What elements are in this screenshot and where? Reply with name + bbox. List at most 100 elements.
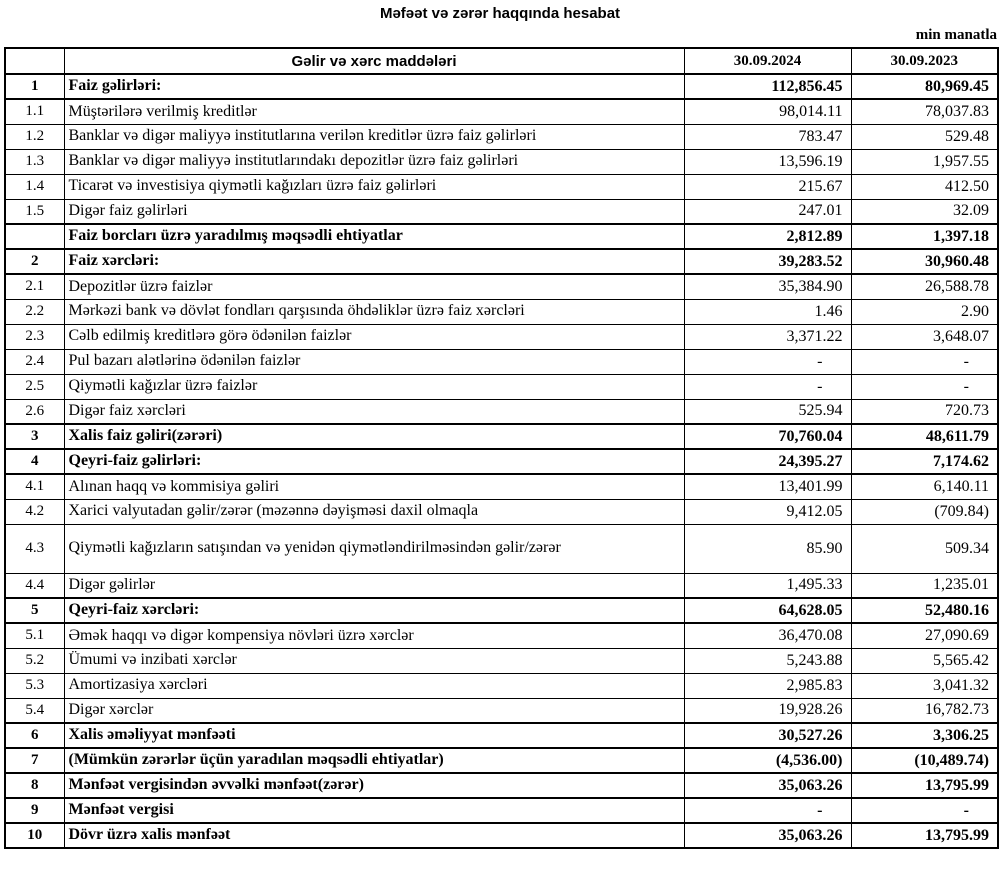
row-value-2024: 2,812.89 (683, 223, 852, 250)
row-value-2023: 30,960.48 (850, 248, 999, 275)
table-row: 2.1 Depozitlər üzrə faizlər 35,384.90 26,58… (4, 273, 999, 300)
row-number: 2.3 (4, 323, 65, 350)
row-label: Faiz xərcləri: (63, 248, 685, 275)
row-value-2023: 48,611.79 (850, 423, 999, 450)
table-row: 1.2 Banklar və digər maliyyə institutları… (4, 123, 999, 150)
row-value-2023: - (850, 348, 999, 375)
row-label: Mənfəət vergisindən əvvəlki mənfəət(zərə… (63, 772, 685, 799)
row-number: 4.2 (4, 498, 65, 525)
row-number: 1.1 (4, 98, 65, 125)
table-row: 1.1 Müştərilərə verilmiş kreditlər 98,014.… (4, 98, 999, 125)
row-value-2023: 32.09 (850, 198, 999, 225)
row-label: Faiz borcları üzrə yaradılmış məqsədli e… (63, 223, 685, 250)
table-row: 4.3 Qiymətli kağızların satışından və yen… (4, 523, 999, 574)
row-number: 5.3 (4, 672, 65, 699)
row-number: 1.4 (4, 173, 65, 200)
table-body: 1 Faiz gəlirləri: 112,856.45 80,969.45 1.1 Mü… (4, 73, 999, 849)
table-row: 6 Xalis əməliyyat mənfəəti 30,527.26 3,306.… (4, 722, 999, 749)
row-value-2024: 19,928.26 (683, 697, 852, 724)
table-row: 3 Xalis faiz gəliri(zərəri) 70,760.04 48,61… (4, 423, 999, 450)
row-label: Digər faiz gəlirləri (63, 198, 685, 225)
header-items-label: Gəlir və xərc maddələri (63, 47, 685, 75)
row-value-2024: 39,283.52 (683, 248, 852, 275)
table-row: Faiz borcları üzrə yaradılmış məqsədli e… (4, 223, 999, 250)
income-statement-table: Gəlir və xərc maddələri 30.09.2024 30.09… (4, 47, 999, 849)
row-label: Digər xərclər (63, 697, 685, 724)
row-number: 2.6 (4, 398, 65, 425)
table-row: 4.4 Digər gəlirlər 1,495.33 1,235.01 (4, 572, 999, 599)
row-number: 4 (4, 448, 65, 475)
header-row-number-cell (4, 47, 65, 75)
row-value-2023: 7,174.62 (850, 448, 999, 475)
row-label: Qiymətli kağızların satışından və yenidə… (63, 523, 685, 574)
table-row: 1.5 Digər faiz gəlirləri 247.01 32.09 (4, 198, 999, 225)
row-value-2023: 5,565.42 (850, 647, 999, 674)
row-value-2024: - (683, 797, 852, 824)
row-value-2024: 9,412.05 (683, 498, 852, 525)
row-number: 3 (4, 423, 65, 450)
row-value-2024: 5,243.88 (683, 647, 852, 674)
table-header-row: Gəlir və xərc maddələri 30.09.2024 30.09… (4, 47, 999, 75)
row-value-2024: 85.90 (683, 523, 852, 574)
header-period-2023: 30.09.2023 (850, 47, 999, 75)
row-value-2023: (709.84) (850, 498, 999, 525)
row-value-2024: - (683, 373, 852, 400)
row-value-2024: 1,495.33 (683, 572, 852, 599)
row-label: Digər gəlirlər (63, 572, 685, 599)
row-number: 5.4 (4, 697, 65, 724)
row-value-2024: 24,395.27 (683, 448, 852, 475)
table-row: 4 Qeyri-faiz gəlirləri: 24,395.27 7,174.62 (4, 448, 999, 475)
row-value-2023: 78,037.83 (850, 98, 999, 125)
row-value-2023: 80,969.45 (850, 73, 999, 100)
table-row: 2.5 Qiymətli kağızlar üzrə faizlər - - (4, 373, 999, 400)
row-label: Faiz gəlirləri: (63, 73, 685, 100)
row-value-2023: 720.73 (850, 398, 999, 425)
row-number: 4.4 (4, 572, 65, 599)
row-number: 4.3 (4, 523, 65, 574)
table-row: 5 Qeyri-faiz xərcləri: 64,628.05 52,480.16 (4, 597, 999, 624)
row-label: Mənfəət vergisi (63, 797, 685, 824)
row-label: (Mümkün zərərlər üçün yaradılan məqsədli… (63, 747, 685, 774)
table-row: 1.4 Ticarət və investisiya qiymətli kağız… (4, 173, 999, 200)
row-label: Depozitlər üzrə faizlər (63, 273, 685, 300)
row-value-2023: 52,480.16 (850, 597, 999, 624)
row-label: Digər faiz xərcləri (63, 398, 685, 425)
row-value-2024: 35,063.26 (683, 772, 852, 799)
row-label: Mərkəzi bank və dövlət fondları qarşısın… (63, 298, 685, 325)
row-value-2024: 783.47 (683, 123, 852, 150)
row-value-2023: 412.50 (850, 173, 999, 200)
row-value-2024: 64,628.05 (683, 597, 852, 624)
row-number: 2.4 (4, 348, 65, 375)
row-label: Xalis əməliyyat mənfəəti (63, 722, 685, 749)
row-value-2023: - (850, 797, 999, 824)
row-label: Xalis faiz gəliri(zərəri) (63, 423, 685, 450)
row-number: 5.2 (4, 647, 65, 674)
row-value-2024: 525.94 (683, 398, 852, 425)
row-number: 4.1 (4, 473, 65, 500)
row-value-2024: 2,985.83 (683, 672, 852, 699)
table-row: 4.2 Xarici valyutadan gəlir/zərər (məzənn… (4, 498, 999, 525)
row-value-2023: 13,795.99 (850, 822, 999, 849)
table-row: 5.1 Əmək haqqı və digər kompensiya növlər… (4, 622, 999, 649)
table-row: 5.4 Digər xərclər 19,928.26 16,782.73 (4, 697, 999, 724)
row-number: 9 (4, 797, 65, 824)
row-label: Cəlb edilmiş kreditlərə görə ödənilən fa… (63, 323, 685, 350)
row-number: 2.5 (4, 373, 65, 400)
row-label: Banklar və digər maliyyə institutlarına … (63, 123, 685, 150)
row-value-2023: 1,235.01 (850, 572, 999, 599)
row-number: 8 (4, 772, 65, 799)
table-row: 10 Dövr üzrə xalis mənfəət 35,063.26 13,795… (4, 822, 999, 849)
row-label: Pul bazarı alətlərinə ödənilən faizlər (63, 348, 685, 375)
table-row: 7 (Mümkün zərərlər üçün yaradılan məqsədl… (4, 747, 999, 774)
table-row: 2.4 Pul bazarı alətlərinə ödənilən faizlə… (4, 348, 999, 375)
row-label: Qiymətli kağızlar üzrə faizlər (63, 373, 685, 400)
row-number: 7 (4, 747, 65, 774)
report-title: Məfəət və zərər haqqında hesabat (379, 5, 621, 22)
row-value-2023: 16,782.73 (850, 697, 999, 724)
row-label: Əmək haqqı və digər kompensiya növləri ü… (63, 622, 685, 649)
row-number (4, 223, 65, 250)
row-value-2023: 6,140.11 (850, 473, 999, 500)
row-value-2023: - (850, 373, 999, 400)
row-value-2024: 247.01 (683, 198, 852, 225)
